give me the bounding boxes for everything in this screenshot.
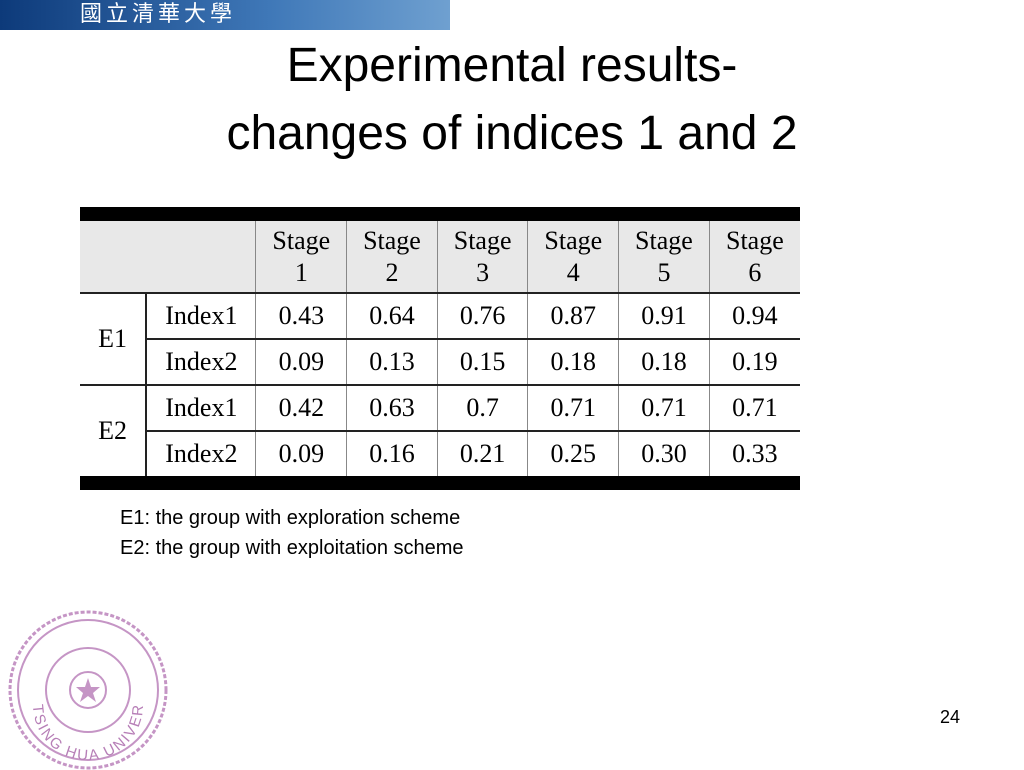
cell: 0.21 bbox=[436, 431, 528, 484]
cell: 0.87 bbox=[527, 293, 619, 340]
column-header: Stage 6 bbox=[708, 214, 800, 294]
row-label: Index1 bbox=[145, 385, 256, 432]
cell: 0.33 bbox=[708, 431, 800, 484]
cell: 0.30 bbox=[618, 431, 710, 484]
slide-title: Experimental results- changes of indices… bbox=[0, 32, 1024, 168]
cell: 0.09 bbox=[255, 339, 347, 386]
table-row: E2 Index1 0.42 0.63 0.7 0.71 0.71 0.71 bbox=[80, 385, 800, 484]
cell: 0.91 bbox=[618, 293, 710, 340]
group-label: E1 bbox=[80, 293, 147, 386]
cell: 0.71 bbox=[618, 385, 710, 432]
cell: 0.25 bbox=[527, 431, 619, 484]
logo-banner: 國立清華大學 bbox=[0, 0, 450, 30]
cell: 0.7 bbox=[436, 385, 528, 432]
header-row: Stage 1 Stage 2 Stage 3 Stage 4 Stage 5 Stage… bbox=[80, 214, 800, 294]
page-number: 24 bbox=[940, 707, 961, 727]
column-header: Stage 1 bbox=[255, 214, 347, 294]
cell: 0.13 bbox=[346, 339, 438, 386]
row-label: Index2 bbox=[145, 339, 256, 386]
note: E1: the group with exploration scheme bbox=[120, 507, 461, 529]
table-row: E1 Index1 0.43 0.64 0.76 0.87 0.91 0.94 bbox=[80, 293, 800, 386]
title-line: changes of indices 1 and 2 bbox=[226, 107, 798, 160]
column-header: Stage 4 bbox=[527, 214, 619, 294]
cell: 0.76 bbox=[436, 293, 528, 340]
seal-text: TSING HUA UNIVERSITY bbox=[5, 610, 145, 764]
svg-text:TSING HUA UNIVERSITY: TSING HUA UNIVERSITY bbox=[5, 610, 147, 764]
table-row: Index2 0.09 0.16 0.21 0.25 0.30 0.33 bbox=[80, 431, 800, 484]
cell: 0.18 bbox=[618, 339, 710, 386]
cell: 0.09 bbox=[255, 431, 347, 484]
group-label: E2 bbox=[80, 385, 147, 484]
cell: 0.71 bbox=[527, 385, 619, 432]
table-row: Index2 0.09 0.13 0.15 0.18 0.18 0.19 bbox=[80, 339, 800, 386]
cell: 0.71 bbox=[708, 385, 800, 432]
cell: 0.94 bbox=[708, 293, 800, 340]
note: E2: the group with exploitation scheme bbox=[120, 537, 464, 559]
cell: 0.43 bbox=[255, 293, 347, 340]
row-label: Index2 bbox=[145, 431, 256, 484]
results-table: Stage 1 Stage 2 Stage 3 Stage 4 Stage 5 Stage… bbox=[80, 207, 800, 490]
cell: 0.15 bbox=[436, 339, 528, 386]
cell: 0.63 bbox=[346, 385, 438, 432]
column-header: Stage 2 bbox=[346, 214, 438, 294]
row-label: Index1 bbox=[145, 293, 256, 340]
column-header: Stage 5 bbox=[618, 214, 710, 294]
cell: 0.18 bbox=[527, 339, 619, 386]
cell: 0.64 bbox=[346, 293, 438, 340]
corner-cell bbox=[80, 214, 256, 294]
university-seal: TSING HUA UNIVERSITY bbox=[5, 610, 168, 770]
cell: 0.19 bbox=[708, 339, 800, 386]
cell: 0.16 bbox=[346, 431, 438, 484]
column-header: Stage 3 bbox=[436, 214, 528, 294]
cell: 0.42 bbox=[255, 385, 347, 432]
title-line: Experimental results- bbox=[286, 39, 738, 92]
